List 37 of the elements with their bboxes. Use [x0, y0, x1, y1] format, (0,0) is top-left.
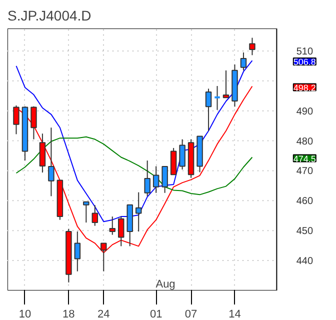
candlestick [249, 37, 256, 56]
x-tick-label: 18 [62, 308, 75, 320]
candlestick [205, 88, 212, 132]
line-series [16, 136, 253, 196]
x-tick-label: 01 [150, 308, 162, 320]
candlestick [118, 216, 124, 247]
text: 474.5 [293, 154, 316, 164]
y-tick-label: 450 [296, 226, 314, 238]
y-tick-label: 490 [296, 106, 314, 118]
candlestick [144, 160, 150, 197]
annotation: Aug [156, 278, 176, 290]
y-tick-label: 510 [296, 46, 314, 58]
y-tick-label: 480 [296, 136, 314, 148]
candlestick [92, 204, 98, 226]
candlestick [240, 52, 247, 71]
candlestick [30, 106, 37, 140]
chart-title: S.JP.J4004.D [8, 8, 92, 24]
candlestick [162, 166, 168, 194]
y-tick-label: 470 [296, 166, 314, 178]
x-tick-label: 10 [18, 308, 32, 320]
candlestick [152, 166, 160, 194]
candlestick [214, 85, 221, 110]
candlestick [170, 147, 177, 176]
y-tick-label: 460 [296, 196, 314, 208]
y-tick-label: 440 [296, 256, 314, 268]
candlestick [48, 127, 54, 197]
candlestick [109, 216, 116, 236]
candlestick [74, 231, 81, 272]
x-tick-label: 24 [98, 308, 110, 320]
x-tick-label: 14 [228, 308, 241, 320]
line-series [16, 60, 253, 222]
candlestick [179, 138, 186, 170]
candlestick [222, 70, 230, 98]
candlestick [83, 201, 90, 224]
candlestick [39, 133, 46, 174]
candlestick [135, 192, 142, 232]
x-tick-label: 07 [184, 308, 198, 320]
